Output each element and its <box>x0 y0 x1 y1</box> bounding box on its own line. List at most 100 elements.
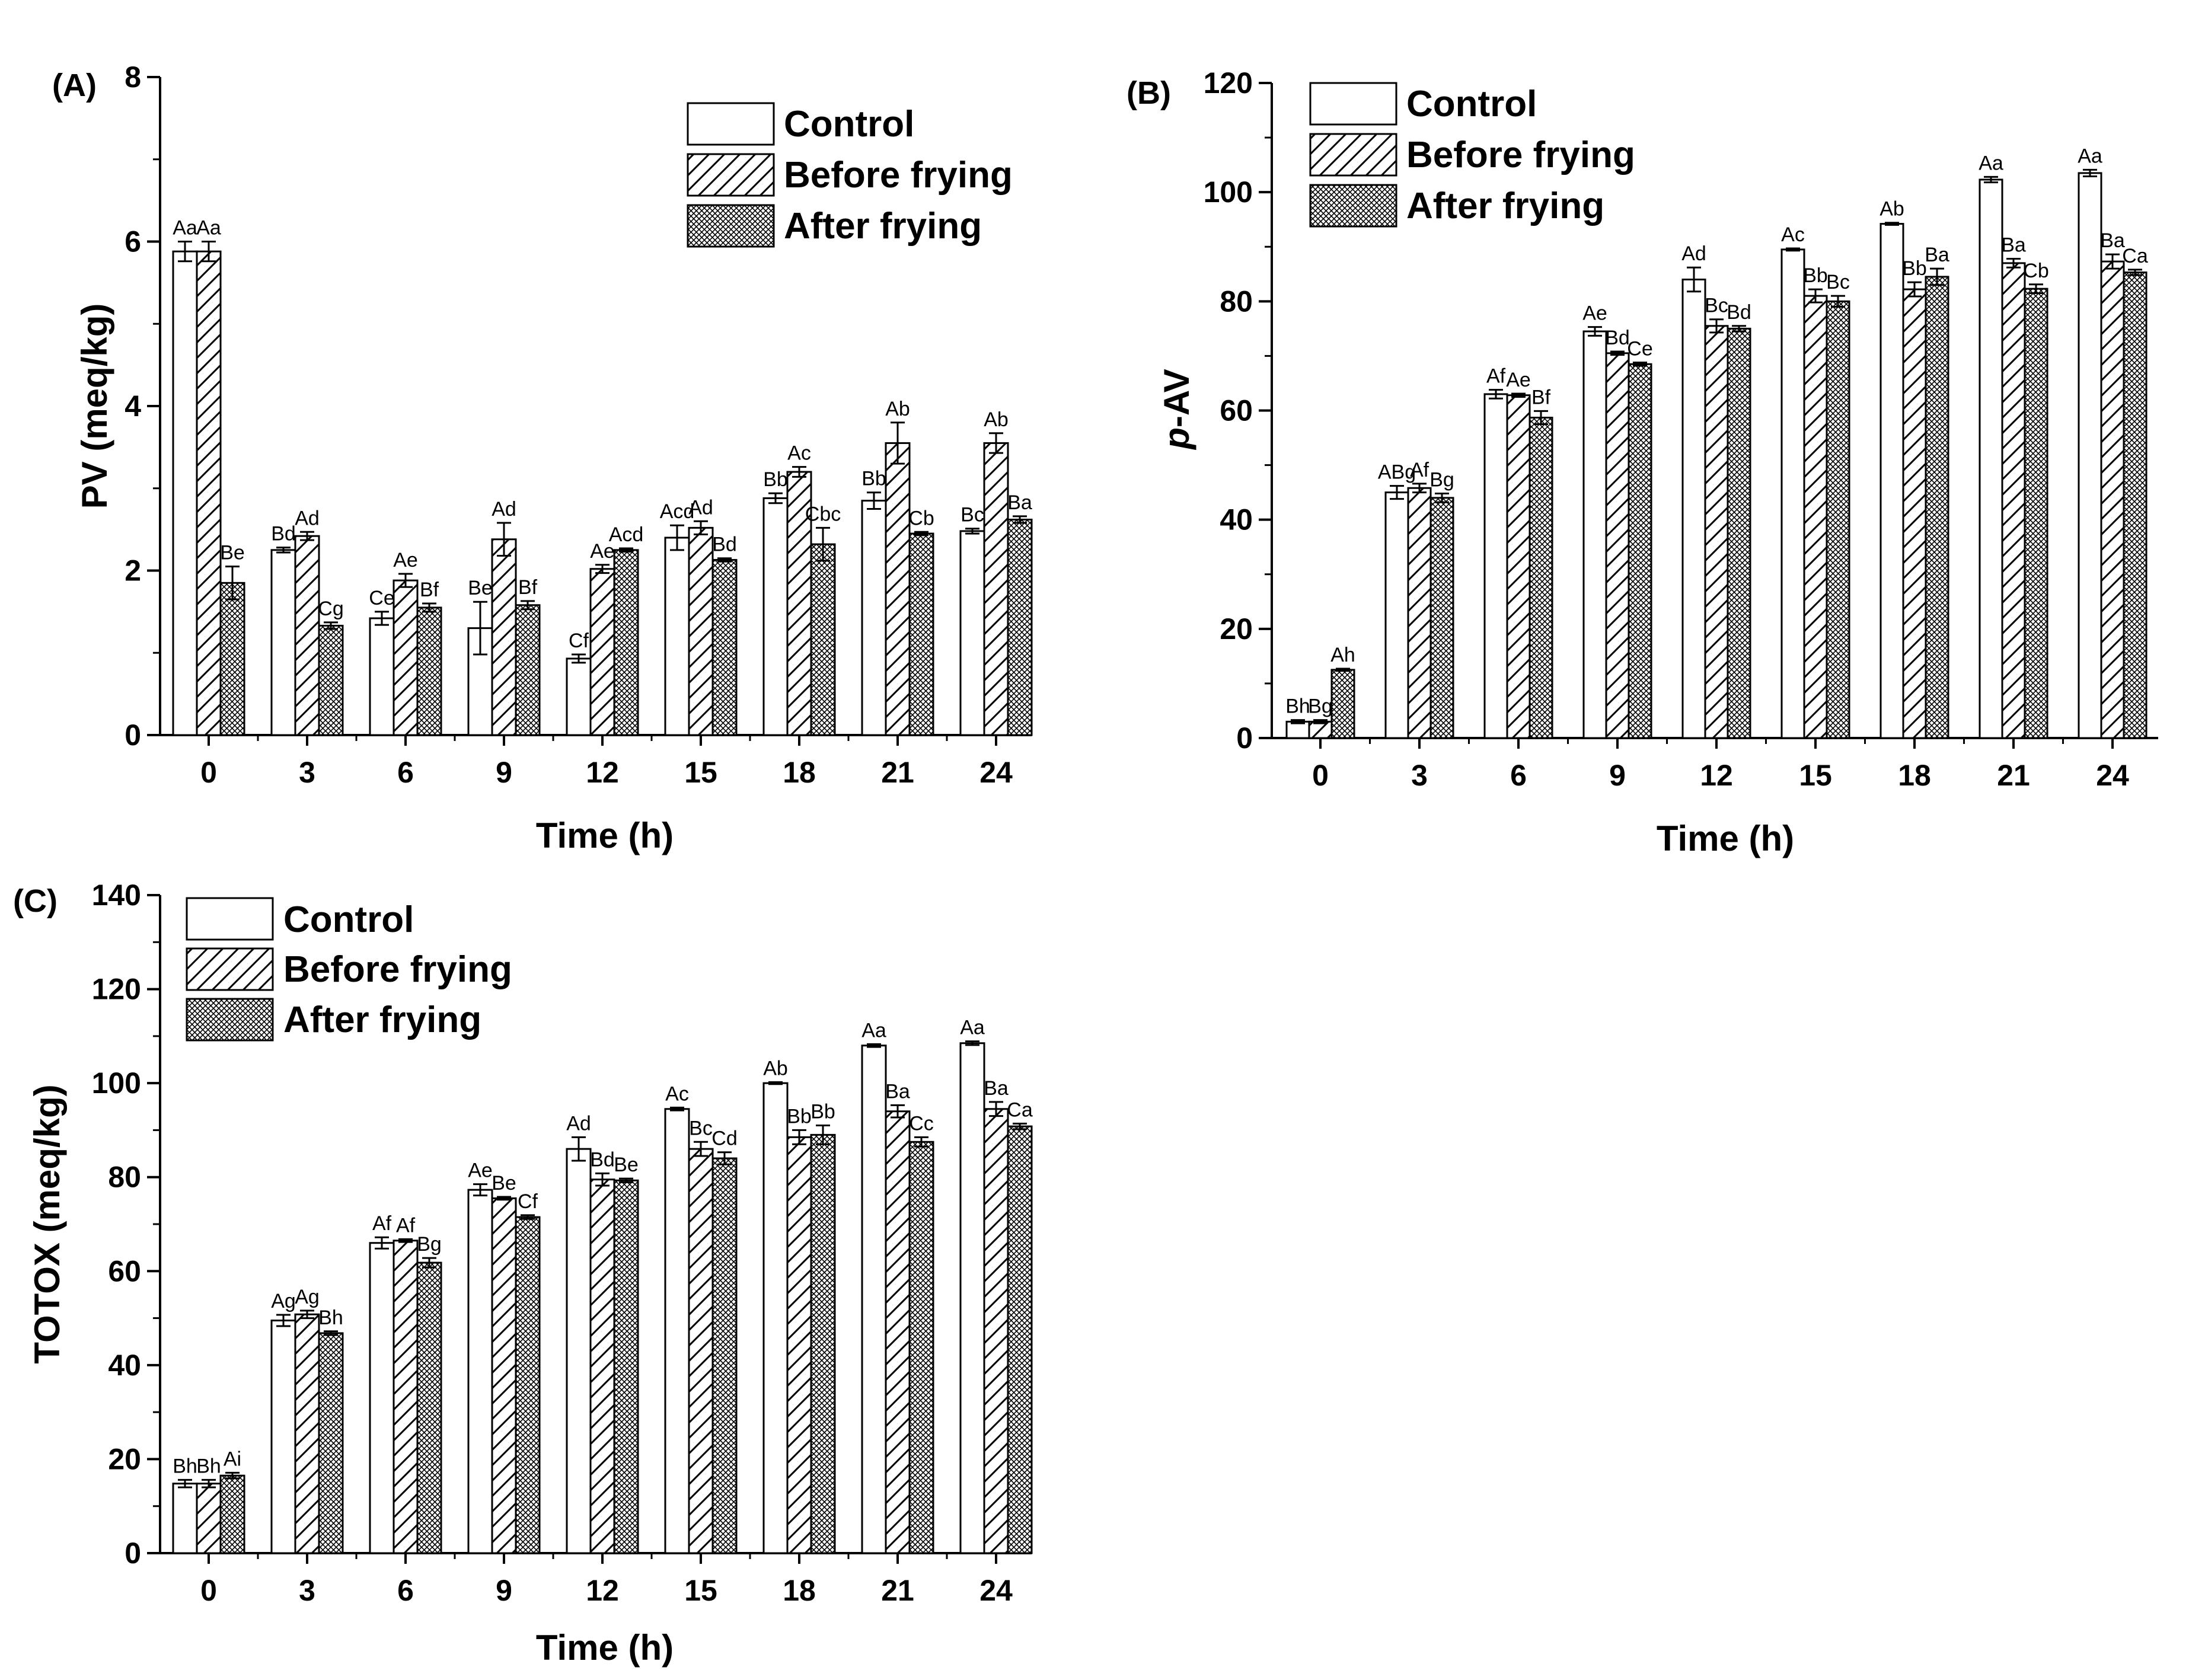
panel-b-legend-swatch-control <box>1309 82 1397 126</box>
panel-b-significance-label: Bh <box>1285 695 1310 718</box>
panel-c-x-tick-label: 24 <box>979 1574 1013 1607</box>
panel-b-significance-label: Ae <box>1506 369 1531 391</box>
panel-c-significance-label: Ba <box>885 1080 910 1103</box>
panel-b: (B) Time (h) p-AV 0 20 40 60 80 100 120 0 3 6 9 12… <box>1127 66 2158 858</box>
panel-b-x-tick-label: 21 <box>1997 759 2030 792</box>
panel-c-significance-label: Bb <box>810 1101 835 1123</box>
panel-a-significance-label: Bc <box>961 504 984 526</box>
panel-c-significance-label: Ae <box>468 1160 493 1182</box>
panel-c-y-tick-label: 60 <box>108 1254 141 1288</box>
panel-c-bar-before <box>491 1197 517 1554</box>
panel-b-bar-after <box>1727 327 1751 739</box>
panel-b-y-tick-label: 40 <box>1220 503 1253 536</box>
panel-b-bar-after <box>1529 416 1553 739</box>
panel-b-significance-label: ABg <box>1378 461 1416 484</box>
panel-b-y-tick-label: 60 <box>1220 394 1253 427</box>
panel-b-significance-label: Ad <box>1681 242 1706 265</box>
panel-a-bar-before <box>983 442 1009 736</box>
panel-a-legend-swatch-control <box>687 102 775 146</box>
panel-a-bar-control <box>664 536 690 736</box>
panel-a-x-tick-label: 9 <box>496 756 512 789</box>
panel-c-legend-label-before: Before frying <box>283 949 512 990</box>
panel-c-significance-label: Cc <box>909 1112 934 1135</box>
panel-a-x-tick-label: 18 <box>783 756 816 789</box>
panel-b-bar-before <box>2100 260 2125 739</box>
panel-a-bar-after <box>908 532 934 736</box>
panel-a-significance-label: Aa <box>196 217 221 239</box>
panel-a-significance-label: Bf <box>518 576 538 599</box>
panel-b-bar-after <box>1330 669 1355 739</box>
panel-b-y-title-main: -AV <box>1157 369 1196 427</box>
panel-c-bar-control <box>566 1148 592 1554</box>
panel-a-significance-label: Cb <box>908 507 934 529</box>
panel-c-significance-label: Be <box>492 1172 516 1194</box>
panel-a-legend-label-after: After frying <box>784 206 982 247</box>
panel-b-legend-label-before: Before frying <box>1406 135 1635 175</box>
panel-c-bar-after <box>908 1141 934 1554</box>
panel-b-significance-label: Ba <box>1925 244 1949 266</box>
panel-a-significance-label: Cf <box>569 630 589 652</box>
panel-c-bar-before <box>393 1240 419 1554</box>
panel-b-bar-before <box>1803 295 1828 739</box>
panel-b-legend-label-after: After frying <box>1406 186 1604 226</box>
panel-b-bar-control <box>2078 172 2102 739</box>
panel-b-x-tick-label: 12 <box>1700 759 1733 792</box>
panel-a-legend-swatch-after <box>687 204 775 248</box>
panel-b-significance-label: Ba <box>2100 229 2125 252</box>
panel-b-y-ticks: 0 20 40 60 80 100 120 <box>1204 66 1272 755</box>
panel-a-significance-label: Ab <box>984 408 1009 431</box>
panel-b-bar-before <box>2001 262 2026 739</box>
panel-a-bar-control <box>861 500 887 736</box>
panel-a-significance-label: Ae <box>590 540 615 563</box>
panel-c-x-tick-label: 21 <box>881 1574 914 1607</box>
panel-a-significance-label: Ac <box>787 442 811 465</box>
panel-b-bar-after <box>1429 497 1454 739</box>
panel-a-bar-after <box>515 604 541 736</box>
panel-b-bar-before <box>1902 288 1927 739</box>
panel-a-bar-control <box>959 530 985 736</box>
panel-a-legend-label-control: Control <box>784 104 914 145</box>
panel-c-significance-label: Aa <box>960 1017 985 1039</box>
panel-c-x-tick-label: 0 <box>200 1574 217 1607</box>
panel-c-y-tick-label: 40 <box>108 1349 141 1382</box>
panel-a-significance-label: Bd <box>712 534 737 556</box>
panel-c-significance-label: Ca <box>1007 1098 1033 1121</box>
panel-a-x-tick-label: 6 <box>397 756 414 789</box>
panel-c-bar-before <box>294 1313 320 1554</box>
panel-c-bar-control <box>664 1108 690 1554</box>
panel-a-bar-before <box>196 250 222 736</box>
panel-b-significance-label: Ab <box>1880 198 1904 221</box>
panel-b-bar-after <box>1925 276 1949 739</box>
panel-c-significance-label: Cd <box>711 1128 737 1150</box>
panel-a-bar-after <box>711 558 738 736</box>
panel-b-bar-control <box>1681 279 1706 739</box>
panel-b-y-tick-label: 0 <box>1236 721 1253 755</box>
panel-a-bar-control <box>270 549 296 736</box>
panel-a-x-ticks: 0 3 6 9 12 15 18 21 24 <box>200 735 1013 789</box>
panel-c-bar-control <box>762 1082 789 1554</box>
panel-b-x-tick-label: 0 <box>1312 759 1329 792</box>
panel-a-x-tick-label: 15 <box>684 756 717 789</box>
panel-b-significance-label: Aa <box>2078 145 2102 167</box>
panel-c-bar-after <box>1007 1125 1033 1554</box>
panel-c-bar-control <box>959 1042 985 1554</box>
panel-b-x-tick-label: 6 <box>1510 759 1527 792</box>
panel-c-significance-label: Bb <box>787 1105 812 1128</box>
panel-a-significance-label: Ba <box>1007 491 1032 514</box>
panel-b-bar-control <box>1880 223 1904 739</box>
panel-b-x-tick-label: 9 <box>1609 759 1626 792</box>
panel-b-bar-before <box>1407 487 1432 739</box>
panel-b-significance-label: Bb <box>1902 257 1927 280</box>
panel-b-significance-label: Ac <box>1781 223 1805 246</box>
panel-a-x-tick-label: 21 <box>881 756 914 789</box>
panel-a-significance-label: Cg <box>318 598 343 620</box>
panel-c-y-ticks: 0 20 40 60 80 100 120 140 <box>92 879 160 1570</box>
panel-b-significance-label: Aa <box>1979 152 2003 174</box>
panel-a-y-title-main: PV (meq/kg) <box>75 304 114 509</box>
panel-a-y-ticks: 0 2 4 6 8 <box>125 60 160 752</box>
panel-c-x-tick-label: 3 <box>299 1574 315 1607</box>
